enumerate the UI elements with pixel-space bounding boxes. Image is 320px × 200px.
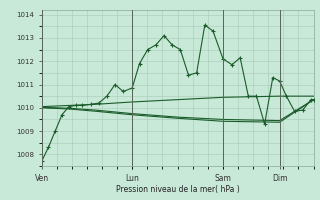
X-axis label: Pression niveau de la mer( hPa ): Pression niveau de la mer( hPa ) xyxy=(116,185,239,194)
